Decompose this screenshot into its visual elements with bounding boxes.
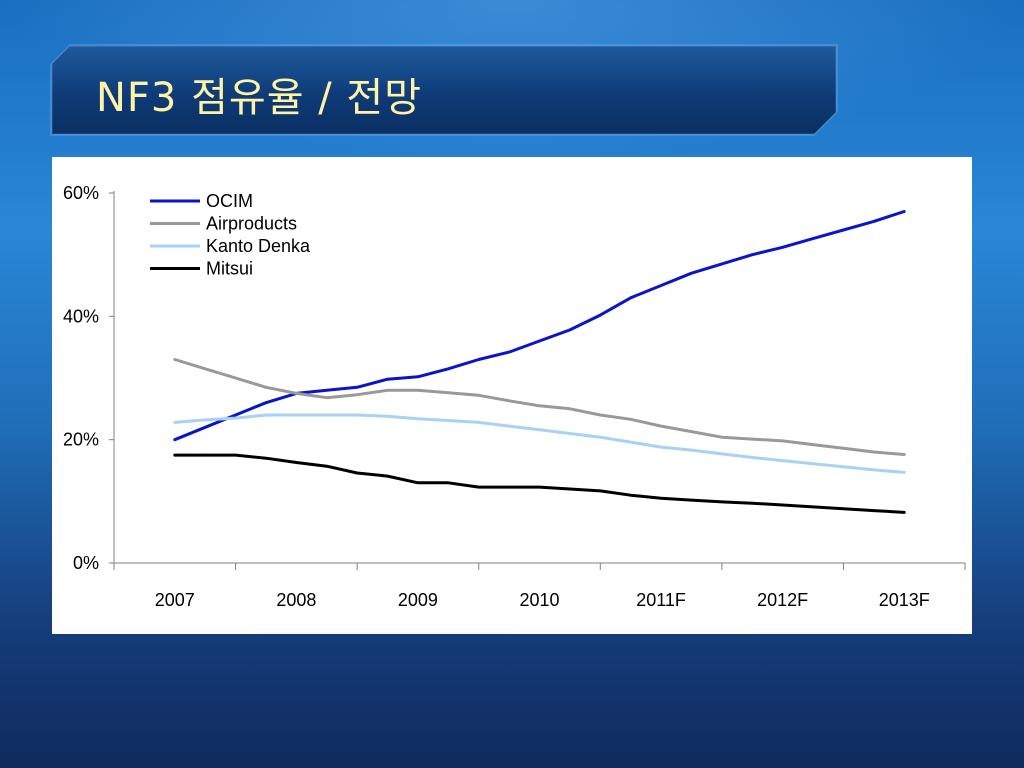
y-tick-label: 40% — [63, 306, 99, 326]
x-tick-label: 2012F — [757, 590, 808, 610]
legend-label: Airproducts — [206, 214, 297, 234]
legend-label: Kanto Denka — [206, 236, 311, 256]
series-line-airproducts — [173, 358, 906, 456]
y-tick-label: 60% — [63, 183, 99, 203]
y-tick-label: 0% — [73, 553, 99, 573]
title-bar — [52, 46, 836, 134]
slide-title: NF3 점유율 / 전망 — [96, 75, 422, 121]
line-chart: 0% 20% 40% 60% 2007 2008 2009 2010 2011F 2012F 201… — [63, 183, 966, 610]
chart-panel: 0% 20% 40% 60% 2007 2008 2009 2010 2011F 2012F 201… — [52, 157, 972, 634]
x-tick-label: 2011F — [636, 590, 686, 610]
x-tick-label: 2007 — [155, 590, 195, 610]
series-line-kanto-denka — [173, 413, 906, 474]
x-tick-label: 2010 — [519, 590, 559, 610]
y-tick-label: 20% — [63, 430, 99, 450]
x-tick-label: 2009 — [398, 590, 438, 610]
x-tick-label: 2008 — [276, 590, 316, 610]
x-tick-label: 2013F — [879, 590, 930, 610]
legend-label: OCIM — [206, 191, 253, 211]
legend-label: Mitsui — [206, 259, 253, 279]
series-line-mitsui — [173, 453, 906, 514]
